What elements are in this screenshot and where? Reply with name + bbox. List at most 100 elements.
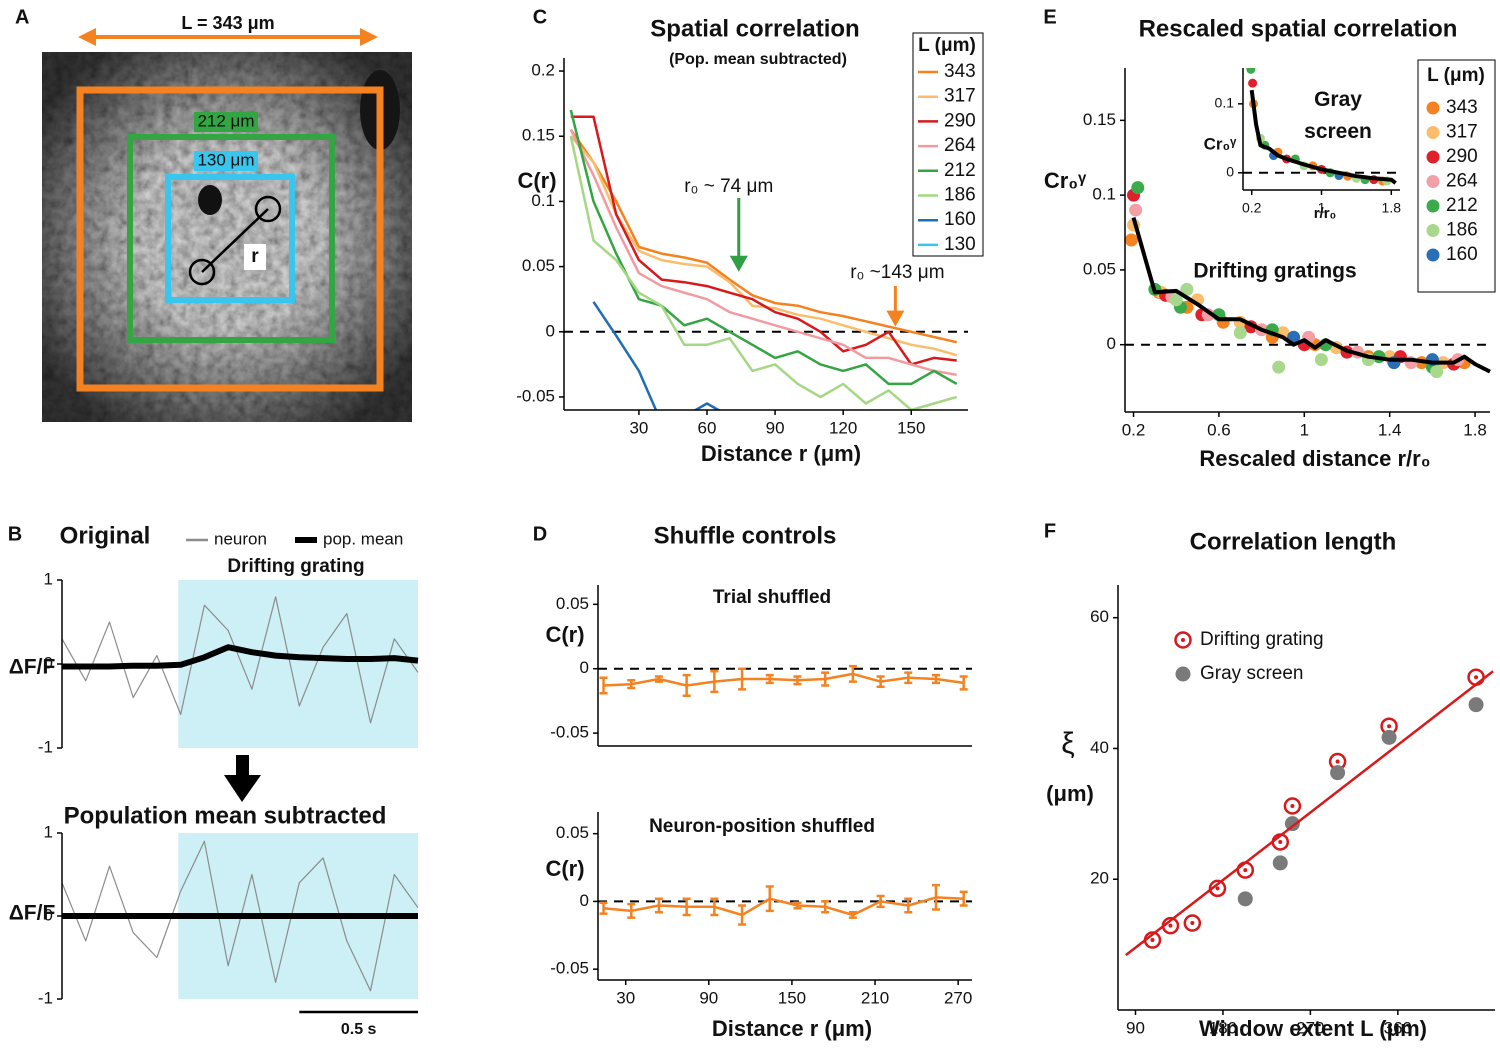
micrograph-shade <box>42 52 412 422</box>
series-line <box>61 596 419 724</box>
y-tick-label: 0.05 <box>556 594 589 613</box>
label-bg <box>194 112 258 132</box>
legend-title: L (μm) <box>918 35 976 56</box>
xlabel: Distance r (μm) <box>712 1016 872 1041</box>
annotation-arrow <box>886 286 905 327</box>
plot-area <box>564 109 968 410</box>
y-tick-label: 0.1 <box>1215 95 1235 111</box>
marker <box>1430 365 1444 379</box>
y-tick-label: -0.05 <box>550 723 589 742</box>
legend-label: 343 <box>944 61 976 82</box>
x-tick-label: 360 <box>1384 1018 1412 1037</box>
chart: -0.05 0 0.05 0.1 0.15 0.2 30 60 90 120 150 r₀ ~ 74 … <box>516 6 984 466</box>
distance-line <box>201 208 269 273</box>
annotation: r₀ ~ 74 μm <box>684 176 773 197</box>
marker <box>1426 248 1440 262</box>
marker <box>1272 855 1288 871</box>
y-tick-label: 0 <box>580 658 589 677</box>
y-tick-label: 0.05 <box>1083 259 1116 278</box>
title: Correlation length <box>1190 528 1397 555</box>
x-tick-label: 30 <box>629 418 648 437</box>
title: Trial shuffled <box>713 587 831 608</box>
window-box <box>127 134 335 343</box>
marker-core <box>1387 724 1392 729</box>
marker <box>1236 861 1255 879</box>
series-line <box>603 672 964 687</box>
marker-core <box>1190 921 1195 926</box>
title: Original <box>60 522 151 549</box>
x-tick-label: 120 <box>829 418 857 437</box>
neuron-marker <box>254 195 282 223</box>
window-box <box>165 174 295 303</box>
marker <box>1180 282 1194 296</box>
plot-area <box>598 883 972 926</box>
vessel <box>198 185 222 215</box>
x-tick-label: 0.2 <box>1242 200 1262 216</box>
marker-core <box>1278 839 1283 844</box>
title: Neuron-position shuffled <box>649 816 875 837</box>
distance-label: r <box>251 246 259 267</box>
series-line <box>62 644 419 670</box>
legend-label: Drifting grating <box>1200 629 1324 650</box>
y-tick-label: 0.05 <box>556 823 589 842</box>
ylabel: ΔF/F <box>9 656 56 679</box>
marker <box>1426 101 1440 115</box>
chart: -1 0 1 0.5 s Population mean subtracted ΔF/F <box>9 802 419 1038</box>
legend-label: 186 <box>944 185 976 206</box>
panel-letter: A <box>15 6 29 28</box>
marker <box>1284 816 1300 832</box>
marker <box>1208 879 1227 898</box>
y-tick-label: 0 <box>1107 334 1116 353</box>
legend-label: Gray screen <box>1200 663 1303 684</box>
panel-b-arrow <box>224 755 261 802</box>
legend-label: 264 <box>1446 171 1478 192</box>
marker <box>1248 78 1258 88</box>
mean-curve <box>1131 217 1491 374</box>
y-tick-label: -0.05 <box>516 386 555 405</box>
marker <box>1174 631 1192 649</box>
x-tick-label: 270 <box>944 988 972 1007</box>
marker-core <box>1150 938 1155 943</box>
marker <box>1131 181 1145 195</box>
marker <box>1426 175 1440 188</box>
y-tick-label: 0 <box>44 905 53 924</box>
marker <box>1426 224 1440 237</box>
window-box <box>76 86 384 392</box>
ylabel: Cr₀ᵞ <box>1044 168 1087 193</box>
legend-label: 290 <box>1446 146 1478 167</box>
annotation-arrow <box>729 198 748 272</box>
chart: -0.05 0 0.05 30 90 150 210 270 Neuron-position s… <box>545 812 972 1041</box>
arrow-head <box>78 28 96 46</box>
marker <box>1314 353 1328 367</box>
marker-core <box>1168 923 1173 928</box>
panel: C <box>533 6 547 28</box>
x-tick-label: 0.2 <box>1122 420 1146 439</box>
box-label: 212 μm <box>197 111 254 130</box>
legend-label: 290 <box>944 110 976 131</box>
plot-area <box>1243 68 1400 186</box>
marker-core <box>1474 675 1479 680</box>
marker-core <box>1181 638 1185 642</box>
chart: -1 0 1 B Original Drifting grating ΔF/F neuron p… <box>8 522 419 756</box>
y-tick-label: 0 <box>1226 163 1234 179</box>
ylabel: C(r) <box>517 168 556 193</box>
ylabel: ξ <box>1061 727 1074 760</box>
marker <box>1330 765 1346 781</box>
x-tick-label: 1 <box>1300 420 1309 439</box>
heading: Shuffle controls <box>654 522 837 549</box>
label-bg <box>194 151 258 171</box>
panel: E <box>1043 6 1056 28</box>
y-tick-label: 0.15 <box>522 126 555 145</box>
panel: D <box>533 523 547 545</box>
annotation: r₀ ~143 μm <box>850 262 944 283</box>
chart: 20 40 60 90 180 270 360 F Correlation length ξ (μm… <box>1044 520 1495 1041</box>
legend-label: 212 <box>944 160 976 181</box>
legend-label: 317 <box>944 86 976 107</box>
mean-curve <box>1249 89 1397 185</box>
arrow-head <box>886 310 905 327</box>
marker <box>1237 891 1253 907</box>
panel-a: A L = 343 μm 212 μm 130 μm r <box>15 6 412 422</box>
x-tick-label: 1.4 <box>1378 420 1402 439</box>
ylabel: Cr₀ᵞ <box>1204 134 1238 153</box>
marker <box>1233 326 1247 340</box>
